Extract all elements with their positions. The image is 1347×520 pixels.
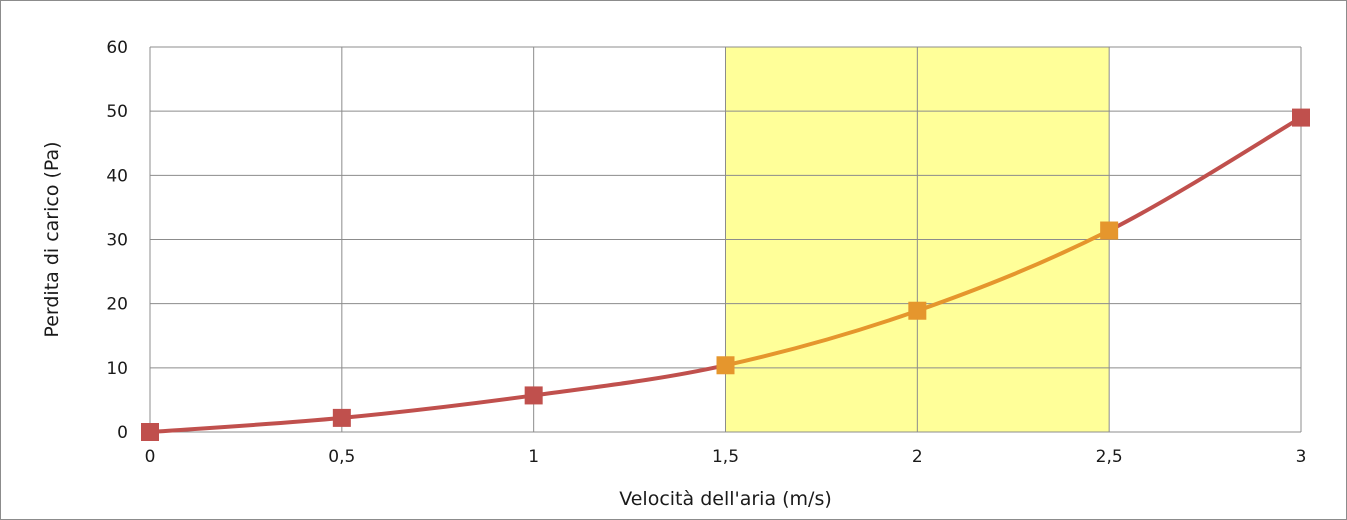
series — [148, 115, 1303, 434]
data-point — [1292, 108, 1310, 127]
x-tick-label: 2,5 — [1096, 447, 1123, 467]
x-tick-label: 1,5 — [712, 447, 739, 467]
data-point — [332, 408, 351, 427]
series-line-segment — [531, 363, 728, 398]
x-tick-label: 0,5 — [328, 447, 355, 467]
y-tick-label: 20 — [106, 295, 128, 315]
data-point — [1100, 221, 1119, 240]
x-tick-label: 3 — [1296, 447, 1307, 467]
y-tick-label: 60 — [106, 38, 128, 58]
y-tick-label: 30 — [106, 231, 128, 251]
series-line-segment — [148, 415, 344, 434]
y-tick-label: 10 — [106, 359, 128, 379]
x-axis-title: Velocità dell'aria (m/s) — [619, 488, 832, 510]
series-line-segment — [1107, 115, 1303, 233]
series-line-segment — [339, 393, 536, 420]
x-tick-label: 2 — [912, 447, 923, 467]
y-tick-label: 50 — [106, 102, 128, 122]
series-line-segment-highlight — [915, 228, 1112, 313]
y-tick-label: 0 — [117, 423, 128, 443]
y-axis-title: Perdita di carico (Pa) — [41, 141, 63, 337]
series-line-segment-highlight — [723, 308, 920, 368]
data-point — [524, 386, 543, 405]
data-point — [141, 423, 159, 441]
data-point — [908, 301, 927, 320]
y-tick-labels: 0 10 20 30 40 50 60 — [106, 38, 128, 443]
x-tick-label: 1 — [528, 447, 539, 467]
x-tick-label: 0 — [145, 447, 156, 467]
data-point — [716, 356, 735, 375]
y-tick-label: 40 — [106, 166, 128, 186]
markers — [141, 108, 1310, 441]
x-tick-labels: 0 0,5 1 1,5 2 2,5 3 — [145, 447, 1307, 467]
